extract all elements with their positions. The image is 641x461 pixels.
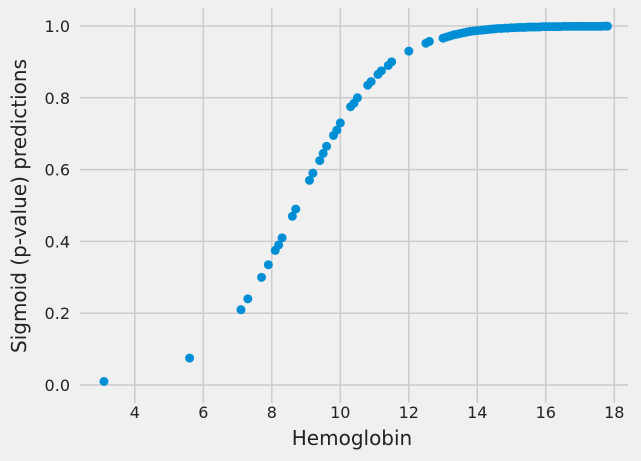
data-point: [291, 204, 301, 214]
data-point: [424, 36, 434, 46]
data-point: [287, 211, 297, 221]
x-tick-label: 10: [330, 403, 350, 422]
x-tick-label: 18: [604, 403, 624, 422]
y-tick-label: 0.2: [45, 304, 70, 323]
y-tick-label: 1.0: [45, 17, 70, 36]
x-tick-labels: 4 6 8 10 12 14 16 18: [130, 403, 625, 422]
data-point: [277, 233, 287, 243]
data-point: [185, 353, 195, 363]
data-point: [366, 77, 376, 87]
y-tick-label: 0.4: [45, 232, 70, 251]
data-point: [99, 376, 109, 386]
x-tick-label: 8: [267, 403, 277, 422]
x-tick-label: 4: [130, 403, 140, 422]
y-axis-label: Sigmoid (p-value) predictions: [7, 59, 31, 353]
data-point: [322, 141, 332, 151]
data-point: [263, 260, 273, 270]
data-point: [387, 57, 397, 67]
x-tick-label: 14: [467, 403, 487, 422]
x-tick-label: 16: [536, 403, 556, 422]
data-point: [335, 118, 345, 128]
data-points: [99, 21, 612, 386]
y-tick-labels: 0.0 0.2 0.4 0.6 0.8 1.0: [45, 17, 70, 395]
data-point: [257, 272, 267, 282]
data-point: [376, 66, 386, 76]
data-point: [304, 175, 314, 185]
data-point: [318, 148, 328, 158]
x-tick-label: 12: [399, 403, 419, 422]
x-tick-label: 6: [198, 403, 208, 422]
data-point: [404, 46, 414, 56]
data-point: [602, 21, 612, 31]
x-axis-label: Hemoglobin: [292, 426, 412, 450]
data-point: [236, 305, 246, 315]
y-tick-label: 0.8: [45, 89, 70, 108]
data-point: [243, 294, 253, 304]
y-tick-label: 0.0: [45, 376, 70, 395]
data-point: [274, 240, 284, 250]
data-point: [308, 168, 318, 178]
data-point: [352, 93, 362, 103]
y-tick-label: 0.6: [45, 161, 70, 180]
data-point: [332, 125, 342, 135]
data-point: [315, 156, 325, 166]
